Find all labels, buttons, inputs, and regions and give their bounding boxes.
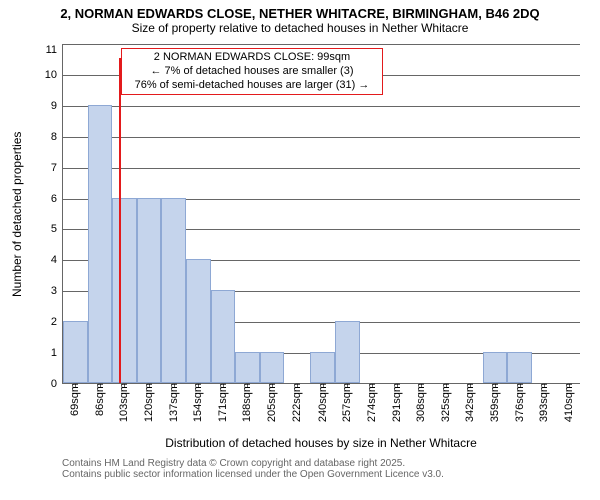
x-tick-label: 257sqm: [341, 383, 353, 426]
y-tick-label: 6: [51, 193, 63, 205]
callout-line-3: 76% of semi-detached houses are larger (…: [128, 79, 376, 93]
chart-title-block: 2, NORMAN EDWARDS CLOSE, NETHER WHITACRE…: [0, 0, 600, 37]
y-tick-label: 4: [51, 254, 63, 266]
y-tick-label: 10: [45, 69, 63, 81]
x-tick-label: 137sqm: [168, 383, 180, 426]
x-tick-label: 240sqm: [317, 383, 329, 426]
y-tick-label: 8: [51, 131, 63, 143]
histogram-bar: [507, 352, 532, 383]
y-axis-label: Number of detached properties: [10, 44, 24, 384]
y-tick-label: 7: [51, 162, 63, 174]
y-tick-label: 11: [46, 44, 63, 56]
chart-title-line2: Size of property relative to detached ho…: [8, 21, 592, 35]
subject-marker-line: [119, 58, 121, 383]
footer-attribution: Contains HM Land Registry data © Crown c…: [62, 458, 444, 480]
x-tick-label: 308sqm: [415, 383, 427, 426]
x-tick-label: 376sqm: [514, 383, 526, 426]
callout-line-2: ← 7% of detached houses are smaller (3): [128, 65, 376, 79]
x-tick-label: 188sqm: [241, 383, 253, 426]
gridline: [63, 168, 580, 169]
histogram-bar: [137, 198, 162, 383]
histogram-bar: [88, 105, 113, 383]
y-tick-label: 0: [51, 378, 63, 390]
histogram-bar: [310, 352, 335, 383]
y-tick-label: 2: [51, 316, 63, 328]
x-tick-label: 291sqm: [391, 383, 403, 426]
histogram-bar: [63, 321, 88, 383]
footer-line1: Contains HM Land Registry data © Crown c…: [62, 458, 444, 469]
y-tick-label: 9: [51, 100, 63, 112]
chart-title-line1: 2, NORMAN EDWARDS CLOSE, NETHER WHITACRE…: [8, 6, 592, 21]
callout-box: 2 NORMAN EDWARDS CLOSE: 99sqm← 7% of det…: [121, 48, 383, 95]
x-tick-label: 393sqm: [538, 383, 550, 426]
x-tick-label: 342sqm: [464, 383, 476, 426]
x-tick-label: 120sqm: [143, 383, 155, 426]
chart-plot-area: 012345678910112 NORMAN EDWARDS CLOSE: 99…: [62, 44, 580, 384]
x-axis-label: Distribution of detached houses by size …: [62, 436, 580, 450]
x-tick-label: 359sqm: [489, 383, 501, 426]
x-tick-label: 171sqm: [217, 383, 229, 426]
x-tick-label: 205sqm: [266, 383, 278, 426]
y-tick-label: 1: [51, 347, 63, 359]
histogram-bar: [235, 352, 260, 383]
x-tick-label: 103sqm: [118, 383, 130, 426]
callout-line-1: 2 NORMAN EDWARDS CLOSE: 99sqm: [128, 51, 376, 65]
y-tick-label: 5: [51, 223, 63, 235]
histogram-bar: [483, 352, 508, 383]
gridline: [63, 44, 580, 45]
gridline: [63, 106, 580, 107]
histogram-bar: [211, 290, 236, 383]
x-tick-label: 69sqm: [69, 383, 81, 420]
histogram-bar: [161, 198, 186, 383]
histogram-bar: [260, 352, 285, 383]
histogram-bar: [335, 321, 360, 383]
histogram-bar: [186, 259, 211, 383]
x-tick-label: 222sqm: [291, 383, 303, 426]
histogram-bar: [112, 198, 137, 383]
x-tick-label: 86sqm: [94, 383, 106, 420]
gridline: [63, 137, 580, 138]
y-tick-label: 3: [51, 285, 63, 297]
footer-line2: Contains public sector information licen…: [62, 469, 444, 480]
x-tick-label: 154sqm: [192, 383, 204, 426]
x-tick-label: 325sqm: [440, 383, 452, 426]
x-tick-label: 274sqm: [366, 383, 378, 426]
x-tick-label: 410sqm: [563, 383, 575, 426]
